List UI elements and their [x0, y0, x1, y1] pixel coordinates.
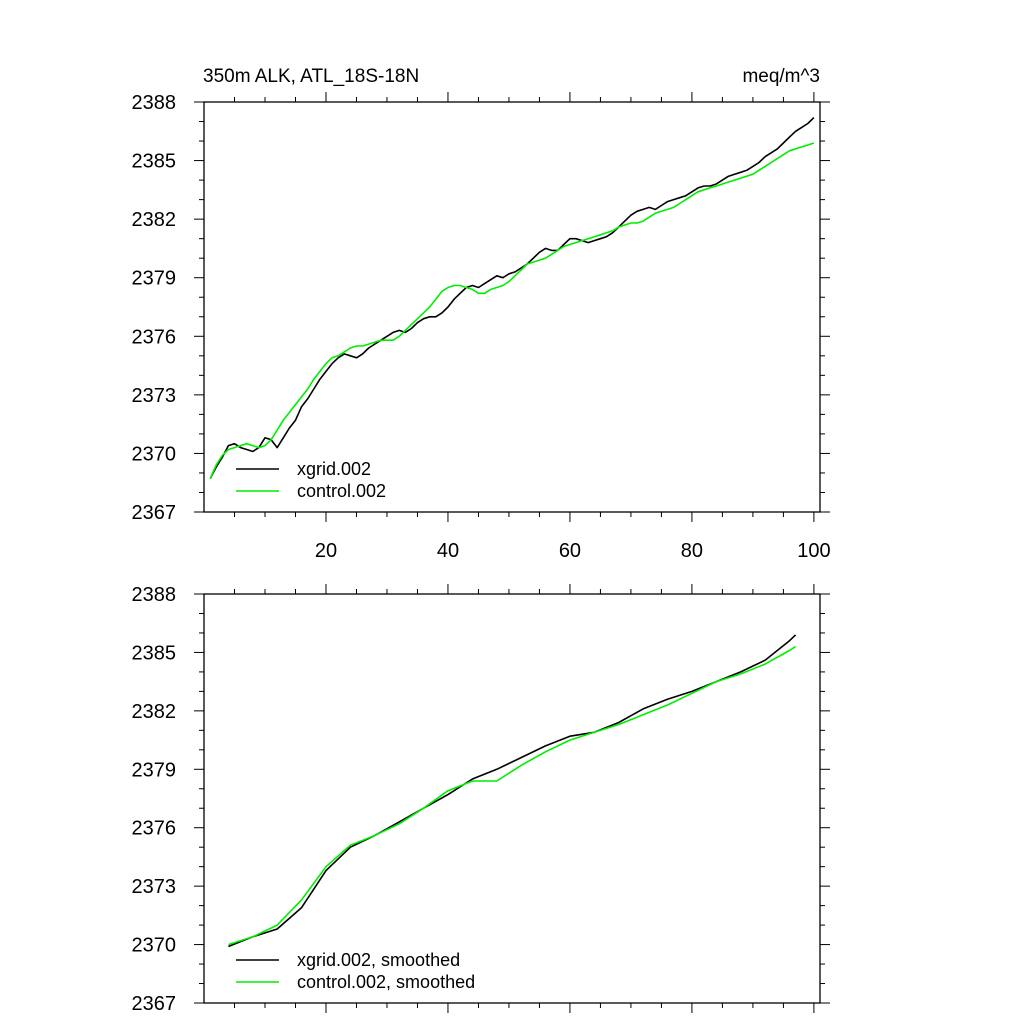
- plot-frame: [203, 101, 821, 513]
- y-tick-label: 2385: [132, 151, 177, 173]
- y-tick-label: 2376: [132, 818, 177, 840]
- y-tick-label: 2382: [132, 701, 177, 723]
- y-tick-label: 2367: [132, 993, 177, 1015]
- legend-label: control.002, smoothed: [297, 972, 475, 992]
- x-tick-label: 20: [315, 540, 337, 562]
- x-tick-label: 100: [797, 540, 830, 562]
- y-tick-label: 2370: [132, 935, 177, 957]
- legend-label: control.002: [297, 481, 386, 501]
- y-tick-label: 2382: [132, 209, 177, 231]
- x-tick-label: 60: [559, 540, 581, 562]
- y-tick-label: 2367: [132, 502, 177, 524]
- series-line-control-002-smoothed: [228, 645, 797, 946]
- raw-line-chart: 2367 2370 2373 2376 2379 2382 2385 2388 20 40 60 80…: [132, 92, 831, 562]
- legend-label: xgrid.002, smoothed: [297, 950, 460, 970]
- y-tick-label: 2376: [132, 326, 177, 348]
- y-tick-label: 2379: [132, 759, 177, 781]
- y-tick-label: 2385: [132, 642, 177, 664]
- legend-label: xgrid.002: [297, 459, 371, 479]
- y-tick-label: 2373: [132, 385, 177, 407]
- chart-title: 350m ALK, ATL_18S-18N: [203, 66, 419, 87]
- smoothed-line-chart: 2367 2370 2373 2376 2379 2382 2385 2388 xgrid.00…: [132, 584, 830, 1015]
- plot-frame: [203, 593, 821, 1004]
- y-tick-label: 2388: [132, 92, 177, 114]
- y-tick-label: 2370: [132, 443, 177, 465]
- y-tick-label: 2373: [132, 876, 177, 898]
- y-tick-label: 2388: [132, 584, 177, 606]
- y-tick-label: 2379: [132, 268, 177, 290]
- x-tick-label: 40: [437, 540, 459, 562]
- series-line-control-002: [209, 142, 815, 480]
- x-tick-label: 80: [681, 540, 703, 562]
- series-line-xgrid-002: [209, 117, 815, 480]
- units-label: meq/m^3: [742, 66, 820, 87]
